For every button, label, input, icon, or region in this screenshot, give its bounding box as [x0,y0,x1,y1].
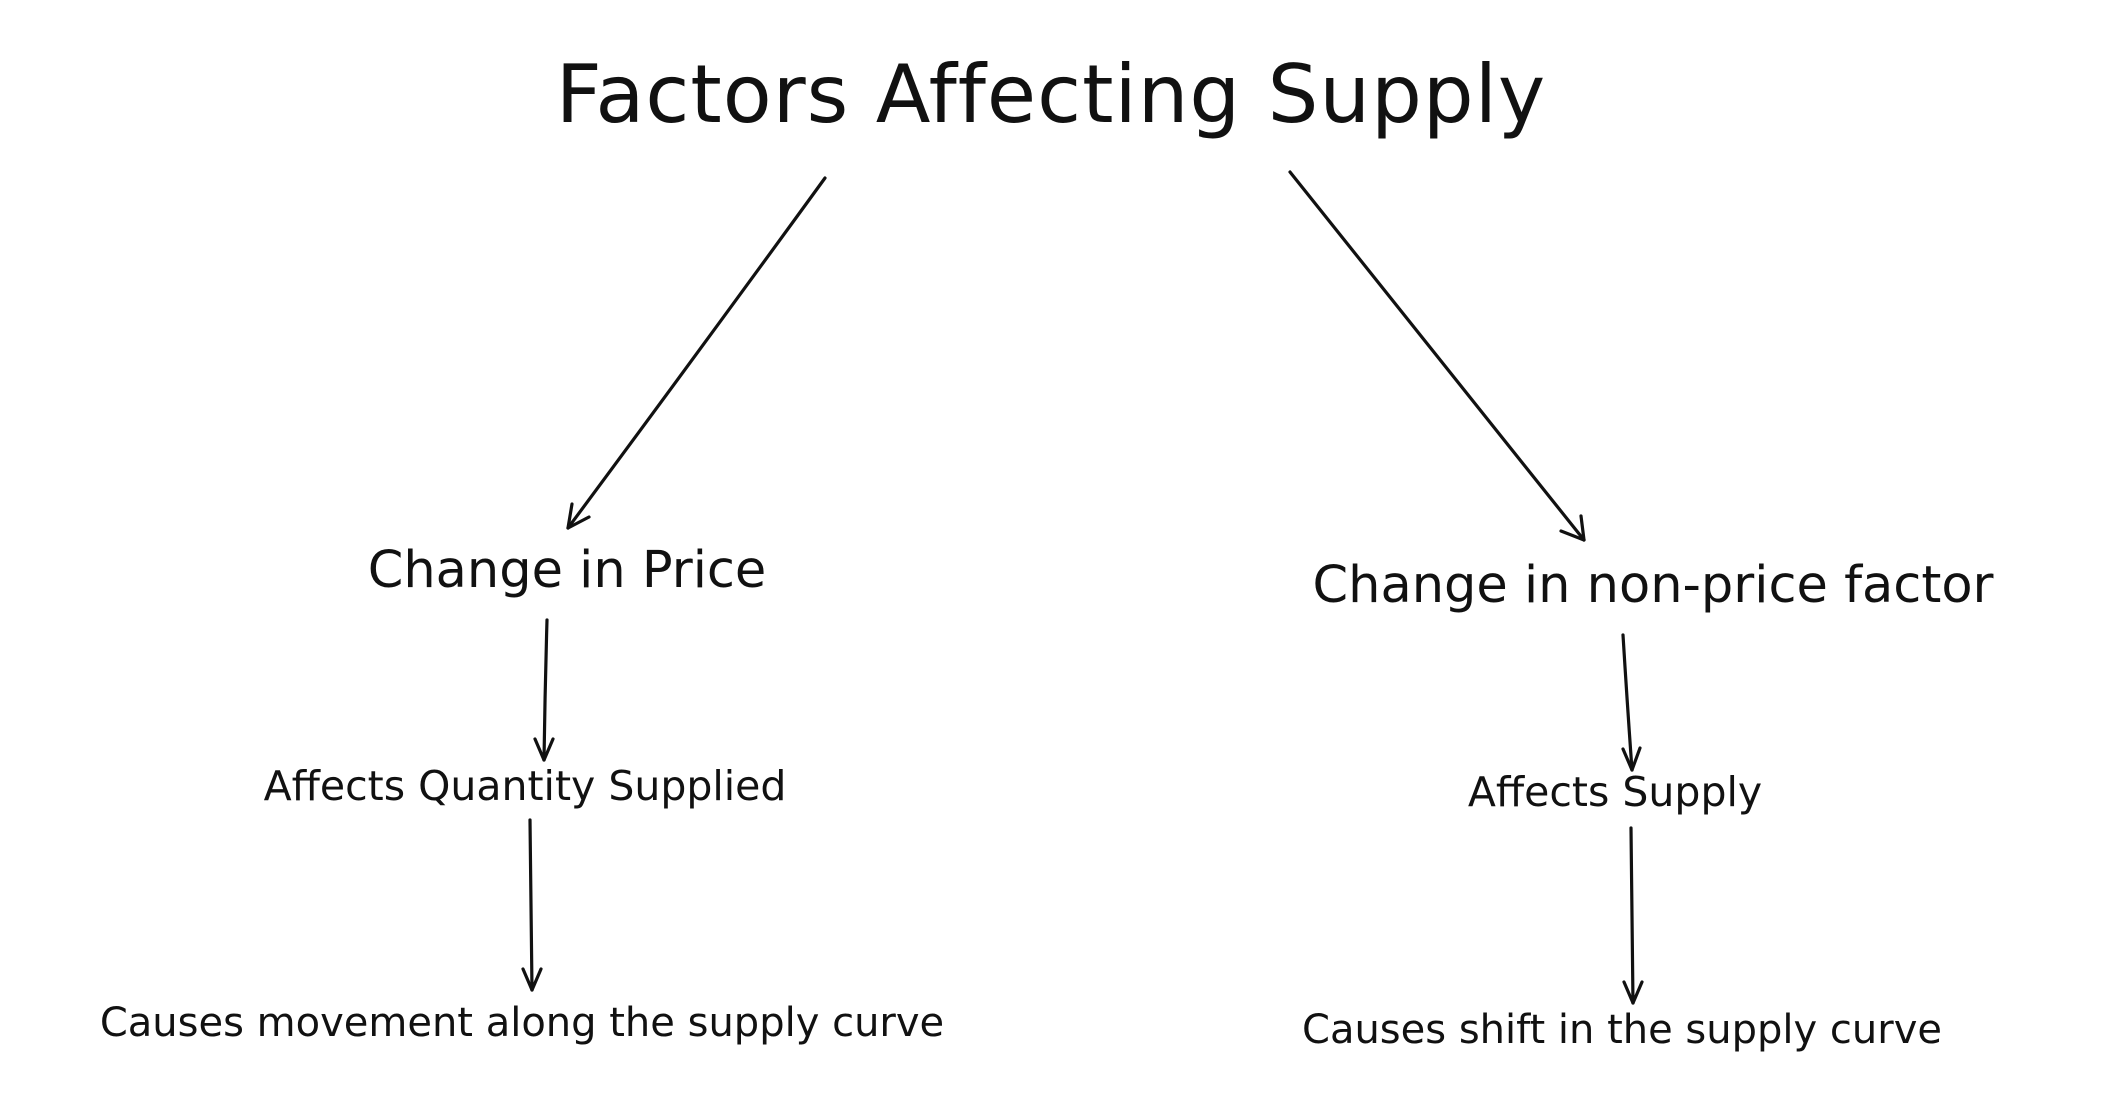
arrow-price-change-to-quantity [533,618,555,762]
arrow-title-to-price-change [566,176,827,530]
arrow-supply-to-shift [1622,826,1644,1005]
arrow-title-to-nonprice-change [1288,170,1586,542]
left-result-node: Causes movement along the supply curve [99,1000,945,1046]
left-cause-node: Change in Price [367,541,767,600]
right-cause-node: Change in non-price factor [1312,556,1994,615]
diagram-title: Factors Affecting Supply [555,48,1547,141]
left-effect-node: Affects Quantity Supplied [263,762,787,810]
right-result-node: Causes shift in the supply curve [1302,1007,1942,1053]
arrow-quantity-to-movement [521,818,543,992]
right-effect-node: Affects Supply [1467,768,1763,816]
arrow-nonprice-change-to-supply [1621,633,1642,772]
